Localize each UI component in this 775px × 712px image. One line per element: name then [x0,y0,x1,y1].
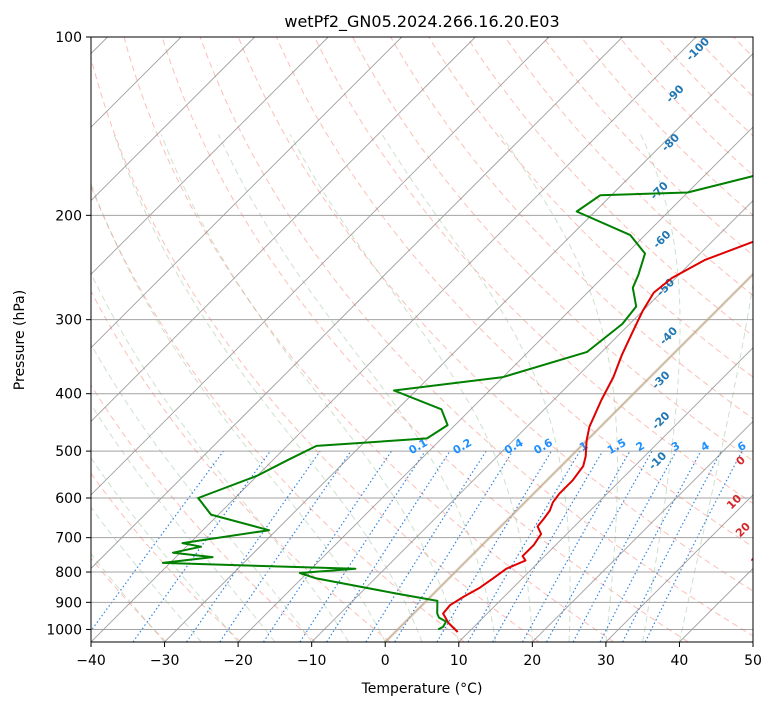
y-tick-label: 400 [55,387,82,403]
y-tick-label: 700 [55,531,82,547]
y-tick-label: 200 [55,208,82,224]
y-tick-label: 1000 [46,622,82,638]
x-tick-label: 50 [744,653,762,669]
y-tick-label: 900 [55,595,82,611]
x-tick-label: −40 [76,653,106,669]
y-tick-label: 300 [55,313,82,329]
x-tick-label: 0 [381,653,390,669]
x-tick-label: 20 [523,653,541,669]
y-tick-label: 800 [55,565,82,581]
x-tick-label: 10 [450,653,468,669]
y-tick-label: 600 [55,491,82,507]
x-tick-label: 30 [597,653,615,669]
x-tick-label: 40 [670,653,688,669]
x-tick-label: −10 [297,653,327,669]
y-axis-title: Pressure (hPa) [12,290,28,390]
y-tick-label: 100 [55,30,82,46]
x-tick-label: −20 [223,653,253,669]
y-tick-label: 500 [55,444,82,460]
chart-title: wetPf2_GN05.2024.266.16.20.E03 [284,12,559,32]
x-tick-label: −30 [150,653,180,669]
x-axis-title: Temperature (°C) [361,681,483,697]
